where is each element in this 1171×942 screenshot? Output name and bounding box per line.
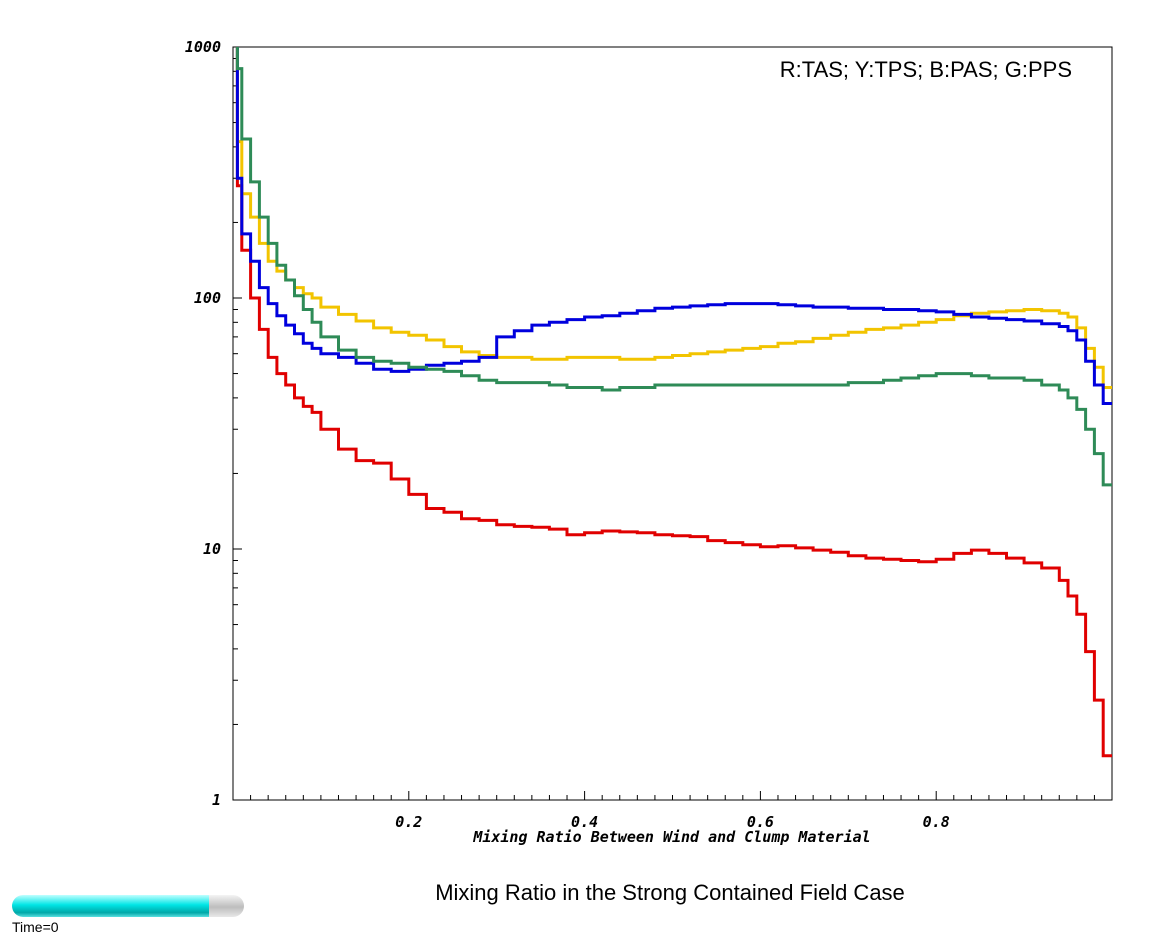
y-tick-label: 100 (194, 289, 221, 307)
y-tick-label: 10 (203, 540, 221, 558)
plot-border (232, 46, 1113, 801)
series-line-1 (235, 47, 1112, 389)
x-tick-label: 0.2 (395, 813, 422, 831)
x-tick-label: 0.8 (923, 813, 950, 831)
time-progress-fill (12, 895, 210, 917)
y-tick-label: 1000 (185, 38, 221, 56)
chart-title: Mixing Ratio in the Strong Contained Fie… (435, 880, 905, 905)
series-lines (235, 47, 1112, 758)
x-tick-label: 0.6 (747, 813, 774, 831)
series-line-2 (235, 47, 1112, 405)
y-tick-label: 1 (212, 791, 221, 809)
legend-text: R:TAS; Y:TPS; B:PAS; G:PPS (780, 57, 1072, 82)
time-label: Time=0 (12, 919, 59, 935)
x-axis-label: Mixing Ratio Between Wind and Clump Mate… (472, 828, 870, 846)
series-line-0 (235, 47, 1112, 758)
time-progress-bar[interactable] (12, 895, 244, 917)
x-axis-ticks: 0.2 0.4 0.6 0.8 (250, 791, 1095, 831)
x-tick-label: 0.4 (571, 813, 598, 831)
plot-frame (232, 46, 1113, 801)
series-line-3 (235, 47, 1112, 487)
